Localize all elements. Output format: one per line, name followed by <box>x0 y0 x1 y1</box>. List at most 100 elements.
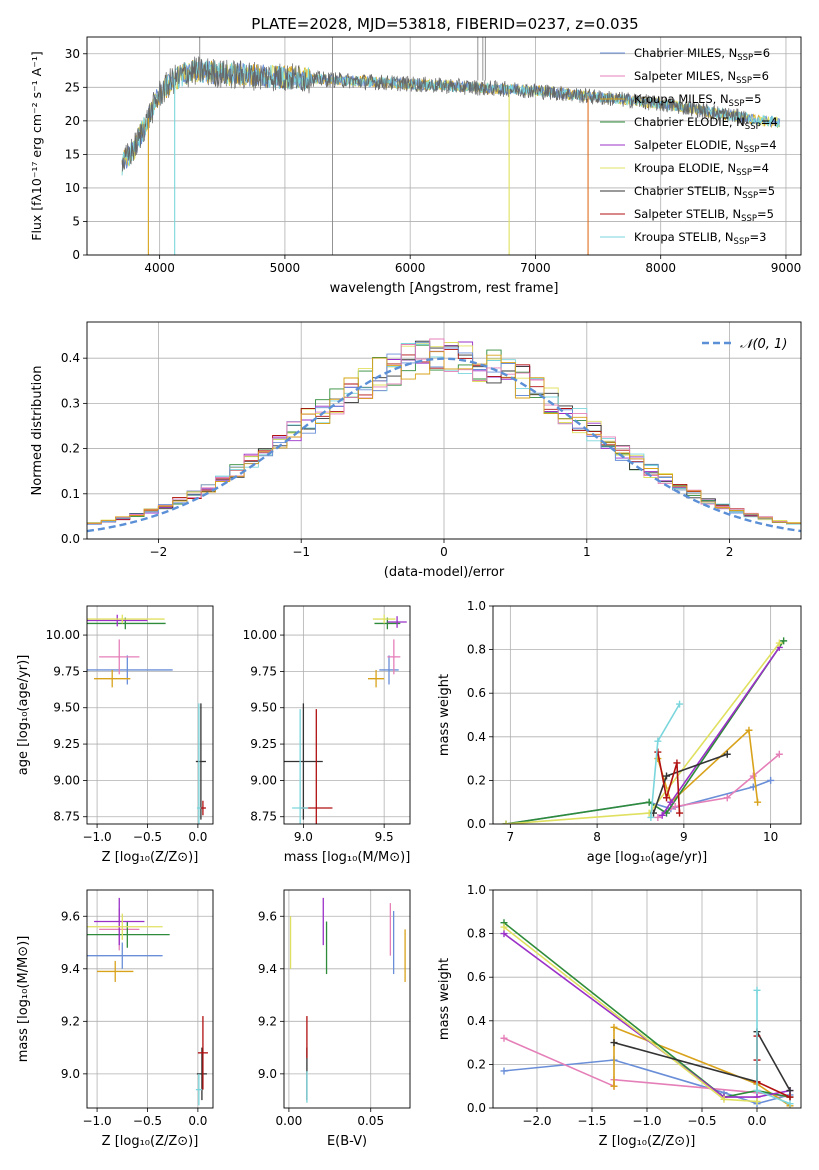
weight_vs_Z-ytick-label: 0.4 <box>467 1014 486 1028</box>
legend-entry: Salpeter MILES, NSSP=6 <box>634 69 769 86</box>
residual_hist-legend-label: 𝒩(0, 1) <box>740 337 787 352</box>
weight_vs_age-xtick-label: 8 <box>593 830 601 844</box>
mass_vs_Z-point <box>197 1016 208 1090</box>
weight_vs_Z-point-marker <box>753 1097 761 1105</box>
spectrum-xtick-label: 5000 <box>270 261 301 275</box>
weight_vs_age-series <box>654 726 762 806</box>
weight_vs_age-point-marker <box>723 750 731 758</box>
spectrum-ytick-label: 0 <box>72 248 80 262</box>
spectrum-ylabel: Flux [fλ10⁻¹⁷ erg cm⁻² s⁻¹ A⁻¹] <box>29 51 44 240</box>
weight_vs_age-ytick-label: 0.2 <box>467 773 486 787</box>
weight_vs_Z-xtick-label: 0.0 <box>747 1114 766 1128</box>
weight_vs_age-series <box>654 748 684 817</box>
spectrum-xtick-label: 8000 <box>645 261 676 275</box>
spectrum-xtick-label: 7000 <box>520 261 551 275</box>
age_vs_Z-ytick-label: 9.00 <box>53 773 80 787</box>
weight_vs_age-ytick-label: 0.8 <box>467 643 486 657</box>
weight_vs_age-series-line <box>661 646 780 816</box>
age_vs_Z-point <box>87 614 165 624</box>
mass_vs_ebv-xlabel: E(B-V) <box>327 1134 367 1149</box>
weight_vs_age-xtick-label: 7 <box>507 830 515 844</box>
residual_hist-plot-area <box>87 338 801 533</box>
residual_hist-xtick-label: −2 <box>150 545 168 559</box>
age_vs_Z-frame <box>86 605 214 825</box>
age_vs_Z-ytick-label: 8.75 <box>53 810 80 824</box>
age_vs_mass-point <box>379 655 399 685</box>
weight_vs_age-point-marker <box>754 798 762 806</box>
mass_vs_Z-xtick-label: −0.5 <box>133 1114 162 1128</box>
age_vs_Z-ytick-label: 9.50 <box>53 701 80 715</box>
spectrum-xtick-label: 4000 <box>144 261 175 275</box>
weight_vs_age-panel: 7 8 9 10 0.0 0.2 0.4 0.6 0.8 1.0 age [log₁₀(age/yr… <box>437 599 802 865</box>
weight_vs_age-grid <box>493 605 801 825</box>
spectrum-ytick-label: 5 <box>72 214 80 228</box>
weight_vs_Z-point-marker <box>610 1082 618 1090</box>
weight_vs_Z-point-marker <box>610 1039 618 1047</box>
mass_vs_Z-ytick-label: 9.0 <box>61 1067 80 1081</box>
weight_vs_Z-series-line <box>503 932 791 1098</box>
mass_vs_ebv-xtick-label: 0.00 <box>276 1114 303 1128</box>
age_vs_Z-ytick-label: 9.25 <box>53 737 80 751</box>
weight_vs_Z-ytick-label: 0.6 <box>467 970 486 984</box>
residual_hist-ytick-label: 0.3 <box>61 396 80 410</box>
age_vs_mass-point <box>372 614 396 624</box>
age_vs_Z-xtick-label: 0.0 <box>188 830 207 844</box>
legend-entry: Salpeter ELODIE, NSSP=4 <box>634 138 777 155</box>
weight_vs_age-point-marker <box>654 813 662 821</box>
mass_vs_Z-ytick-label: 9.4 <box>61 962 80 976</box>
age_vs_mass-point <box>387 639 401 675</box>
weight_vs_age-point-marker <box>780 637 788 645</box>
age_vs_Z-point <box>94 669 131 688</box>
weight_vs_age-series <box>647 700 684 821</box>
weight_vs_age-series <box>502 776 775 824</box>
weight_vs_age-point-marker <box>663 772 671 780</box>
spectrum-ytick-label: 20 <box>65 114 80 128</box>
age_vs_mass-point <box>292 709 309 824</box>
mass_vs_Z-ytick-label: 9.2 <box>61 1014 80 1028</box>
age_vs_Z-panel: −1.0 −0.5 0.0 8.75 9.00 9.25 9.50 9.75 10.00 Z [l… <box>16 605 214 865</box>
spectrum-ytick-label: 25 <box>65 80 80 94</box>
weight_vs_age-series <box>654 750 783 821</box>
weight_vs_Z-point-marker <box>500 1034 508 1042</box>
weight_vs_age-ytick-label: 0.0 <box>467 817 486 831</box>
weight_vs_Z-xtick-label: −0.5 <box>687 1114 716 1128</box>
weight_vs_age-point-marker <box>676 809 684 817</box>
residual_hist-frame <box>86 321 802 540</box>
weight_vs_Z-point-marker <box>753 1087 761 1095</box>
mass_vs_Z-xtick-label: 0.0 <box>188 1114 207 1128</box>
mass_vs_Z-grid <box>87 890 213 1108</box>
mass_vs_ebv-panel: 0.00 0.05 9.0 9.2 9.4 9.6 E(B-V) <box>258 889 411 1149</box>
legend-entry: Chabrier ELODIE, NSSP=4 <box>634 115 778 132</box>
spectrum-frame <box>86 36 802 256</box>
spectrum-legend: Chabrier MILES, NSSP=6 Salpeter MILES, NS… <box>600 46 778 247</box>
age_vs_mass-ytick-label: 9.00 <box>250 773 277 787</box>
weight_vs_age-point-marker <box>671 803 679 811</box>
age_vs_Z-point <box>87 614 148 627</box>
weight_vs_age-series-line <box>657 728 759 804</box>
weight_vs_Z-series <box>500 923 761 1105</box>
residual_hist-xlabel: (data-model)/error <box>384 565 505 580</box>
age_vs_Z-ytick-label: 10.00 <box>46 628 80 642</box>
spectrum-xtick-label: 9000 <box>771 261 802 275</box>
age_vs_mass-ytick-label: 9.25 <box>250 737 277 751</box>
weight_vs_age-point-marker <box>723 794 731 802</box>
weight_vs_Z-xtick-label: −2.0 <box>522 1114 551 1128</box>
spectrum-data-curve <box>121 56 749 172</box>
weight_vs_age-xtick-label: 9 <box>680 830 688 844</box>
mass_vs_ebv-grid <box>284 890 410 1108</box>
legend-entry: Kroupa ELODIE, NSSP=4 <box>634 161 769 178</box>
legend-entry: Chabrier MILES, NSSP=6 <box>634 46 770 63</box>
weight_vs_Z-xtick-label: −1.0 <box>632 1114 661 1128</box>
weight_vs_age-point-marker <box>749 772 757 780</box>
age_vs_mass-panel: 9.0 9.5 8.75 9.00 9.25 9.50 9.75 10.00 mass [log… <box>243 605 411 865</box>
age_vs_mass-plot-area <box>284 614 407 824</box>
residual_hist-step-series <box>87 351 801 524</box>
weight_vs_Z-xtick-label: −1.5 <box>577 1114 606 1128</box>
mass_vs_ebv-ytick-label: 9.4 <box>258 962 277 976</box>
weight_vs_age-point-marker <box>654 748 662 756</box>
mass_vs_Z-point <box>97 960 134 982</box>
age_vs_mass-xtick-label: 9.0 <box>294 830 313 844</box>
mass_vs_Z-frame <box>86 889 214 1109</box>
residual_hist-panel: −2 −1 0 1 2 0.0 0.1 0.2 0.3 0.4 (data-model)/error… <box>30 321 802 580</box>
